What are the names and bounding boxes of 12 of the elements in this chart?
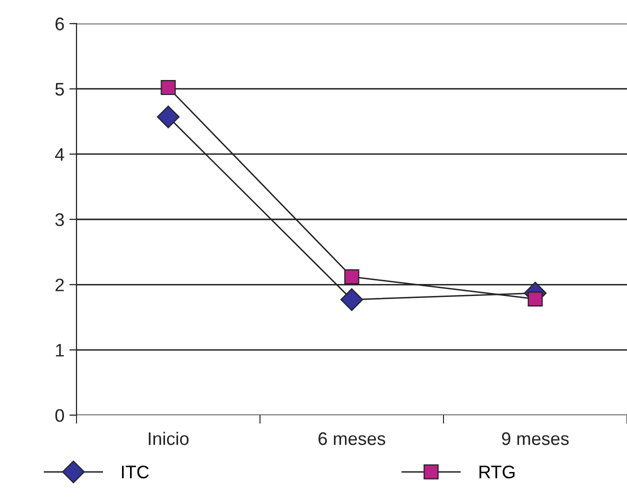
x-tick-label: Inicio — [148, 432, 189, 446]
legend-label: RTG — [480, 466, 514, 478]
y-tick-label: 6 — [56, 18, 64, 30]
y-tick-label: 5 — [55, 82, 64, 96]
y-tick-label: 0 — [55, 409, 64, 422]
y-tick-label: 1 — [56, 344, 64, 356]
x-tick-label: 6 meses — [318, 432, 386, 446]
y-tick-label: 3 — [55, 213, 64, 226]
y-tick-label: 2 — [56, 278, 64, 292]
y-tick-label: 4 — [55, 148, 64, 161]
x-tick-label: 9 meses — [502, 432, 569, 446]
legend-label: ITC — [122, 466, 149, 478]
